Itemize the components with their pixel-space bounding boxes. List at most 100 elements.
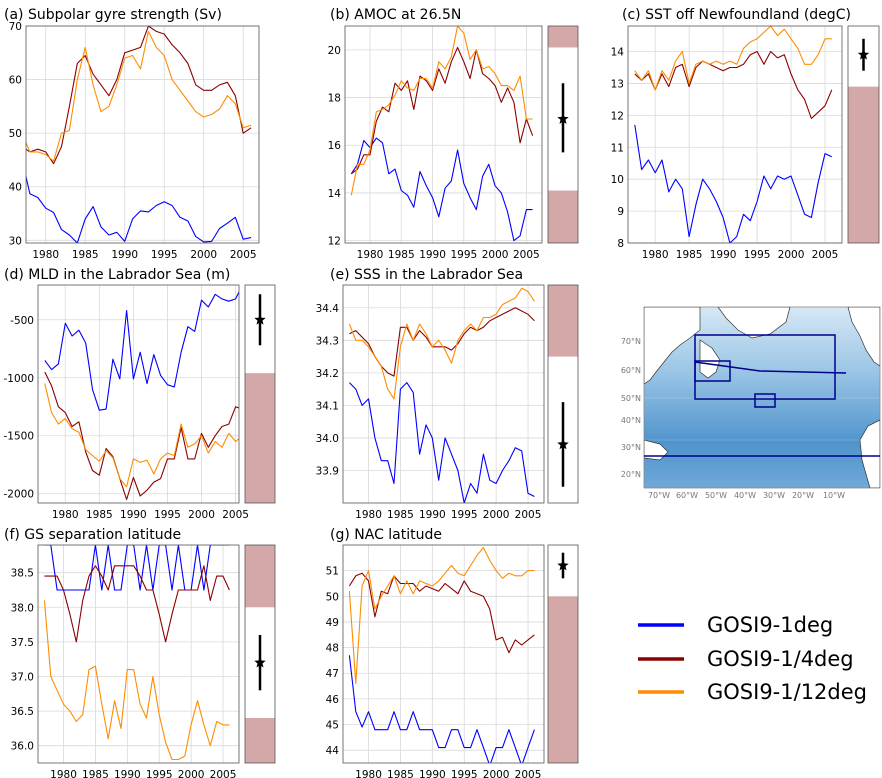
series-group <box>43 545 230 761</box>
panel-c: 8 9 10 11 12 13 14 1980 1985 1990 1995 2000 2005 (c) … <box>611 7 880 261</box>
map-land-africa <box>859 419 880 488</box>
map-line-section-60n <box>694 361 847 374</box>
plot-area-b <box>345 26 542 243</box>
x-tick-label: 1985 <box>387 509 414 521</box>
y-tick-label: 50 <box>9 128 22 140</box>
y-tick-label: 34.2 <box>316 368 339 380</box>
y-tick-label: 14 <box>611 47 625 59</box>
x-tick-label: 1990 <box>419 769 446 778</box>
y-tick-label: -1500 <box>3 431 34 443</box>
obs-shaded-range <box>245 718 275 763</box>
legend-label-1-4deg: GOSI9-1/4deg <box>707 647 854 671</box>
y-tick-label: 9 <box>617 206 624 218</box>
x-tick-label: 1990 <box>419 249 446 261</box>
x-tick-label: 2005 <box>513 249 540 261</box>
y-tick-label: 33.9 <box>316 465 339 477</box>
map-lon-label: 10°W <box>823 491 845 500</box>
x-tick-label: 1980 <box>52 509 79 521</box>
obs-mean-star <box>557 559 569 571</box>
x-tick-label: 1990 <box>120 509 147 521</box>
y-tick-label: 18 <box>328 93 341 105</box>
x-tick-label: 1985 <box>387 769 414 778</box>
y-tick-label: 34.1 <box>316 400 339 412</box>
panels: 30 40 50 60 70 1980 1985 1990 1995 2000 2005 (a) Su… <box>3 7 880 778</box>
x-tick-label: 1980 <box>357 249 384 261</box>
series-line-gosi9-1-4deg <box>634 50 833 120</box>
y-tick-label: 51 <box>326 566 339 578</box>
obs-mean-star <box>254 313 266 325</box>
plot-area-d <box>38 285 239 503</box>
panel-g: 44 45 46 47 48 49 50 51 1980 1985 1990 1995 2000 2005… <box>326 527 579 778</box>
x-tick-label: 1990 <box>111 249 138 261</box>
y-tick-label: 37.5 <box>11 637 34 649</box>
x-tick-label: 2005 <box>210 769 237 778</box>
x-tick-label: 2005 <box>222 509 249 521</box>
series-group <box>634 26 833 243</box>
x-tick-label: 2000 <box>778 249 805 261</box>
legend-label-1deg: GOSI9-1deg <box>707 613 833 637</box>
x-tick-label: 2005 <box>515 769 542 778</box>
y-tick-label: -1000 <box>3 373 34 385</box>
x-tick-label: 1985 <box>676 249 703 261</box>
y-tick-label: 38.0 <box>11 602 34 614</box>
map-lat-label: 60°N <box>621 366 641 375</box>
obs-mean-star <box>254 656 266 668</box>
y-tick-label: 36.0 <box>11 741 34 753</box>
panel-f: 36.0 36.5 37.0 37.5 38.0 38.5 1980 1985 1990 1995… <box>4 527 276 778</box>
map-lat-label: 50°N <box>621 394 641 403</box>
obs-panel-frame <box>847 25 880 244</box>
series-line-gosi9-1deg <box>348 655 535 763</box>
x-tick-label: 2000 <box>482 249 509 261</box>
obs-shaded-range <box>548 190 578 243</box>
y-tick-label: -500 <box>10 315 34 327</box>
y-tick-label: 46 <box>326 694 340 706</box>
series-line-gosi9-1-4deg <box>44 371 239 501</box>
map-box-newfoundland <box>754 393 776 408</box>
obs-shaded-range <box>245 373 275 503</box>
obs-panel-frame <box>547 284 579 504</box>
series-line-gosi9-1-12deg <box>44 383 239 488</box>
series-line-gosi9-1-4deg <box>44 565 230 643</box>
map-lon-label: 60°W <box>676 491 698 500</box>
x-tick-label: 1995 <box>450 249 477 261</box>
panel-title: (e) SSS in the Labrador Sea <box>330 267 523 283</box>
y-tick-label: 38.5 <box>11 568 34 580</box>
plot-area-e <box>343 285 544 503</box>
panel-title: (b) AMOC at 26.5N <box>330 7 461 23</box>
map-lat-label: 40°N <box>621 416 641 425</box>
region-map: 70°N 60°N 50°N 40°N 30°N 20°N 70°W 60°W 50°W 40°W… <box>621 306 881 500</box>
series-line-gosi9-1-12deg <box>350 26 533 196</box>
panel-title: (d) MLD in the Labrador Sea (m) <box>4 267 230 283</box>
y-tick-label: 13 <box>611 78 624 90</box>
plot-area-a <box>26 26 259 243</box>
plot-frame <box>37 544 240 764</box>
plot-frame <box>344 25 543 244</box>
x-tick-label: 2000 <box>190 249 217 261</box>
x-tick-label: 1990 <box>114 769 141 778</box>
x-tick-label: 1995 <box>451 509 478 521</box>
panel-a: 30 40 50 60 70 1980 1985 1990 1995 2000 2005 (a) Su… <box>4 7 260 261</box>
panel-e: 33.9 34.0 34.1 34.2 34.3 34.4 1980 1985 1990 1995… <box>316 267 579 521</box>
plot-area-g <box>343 545 544 763</box>
x-tick-label: 1980 <box>355 769 382 778</box>
y-tick-label: 11 <box>611 142 624 154</box>
series-line-gosi9-1-12deg <box>43 600 230 761</box>
y-tick-label: -2000 <box>3 489 34 501</box>
series-line-gosi9-1-12deg <box>26 30 252 162</box>
x-tick-label: 1985 <box>86 509 113 521</box>
y-tick-label: 12 <box>611 110 624 122</box>
obs-shaded-range <box>245 545 275 608</box>
series-line-gosi9-1-4deg <box>26 26 252 165</box>
map-lat-label: 30°N <box>621 443 641 452</box>
obs-shaded-range <box>548 596 578 763</box>
x-tick-label: 1980 <box>355 509 382 521</box>
series-line-gosi9-1deg <box>44 290 239 411</box>
map-lon-label: 50°W <box>705 491 727 500</box>
y-tick-label: 60 <box>9 75 22 87</box>
obs-panel-frame <box>244 284 276 504</box>
obs-shaded-range <box>848 86 879 243</box>
obs-mean-star <box>857 48 870 60</box>
x-tick-label: 1980 <box>50 769 77 778</box>
x-tick-label: 2000 <box>483 509 510 521</box>
map-lon-label: 30°W <box>763 491 785 500</box>
